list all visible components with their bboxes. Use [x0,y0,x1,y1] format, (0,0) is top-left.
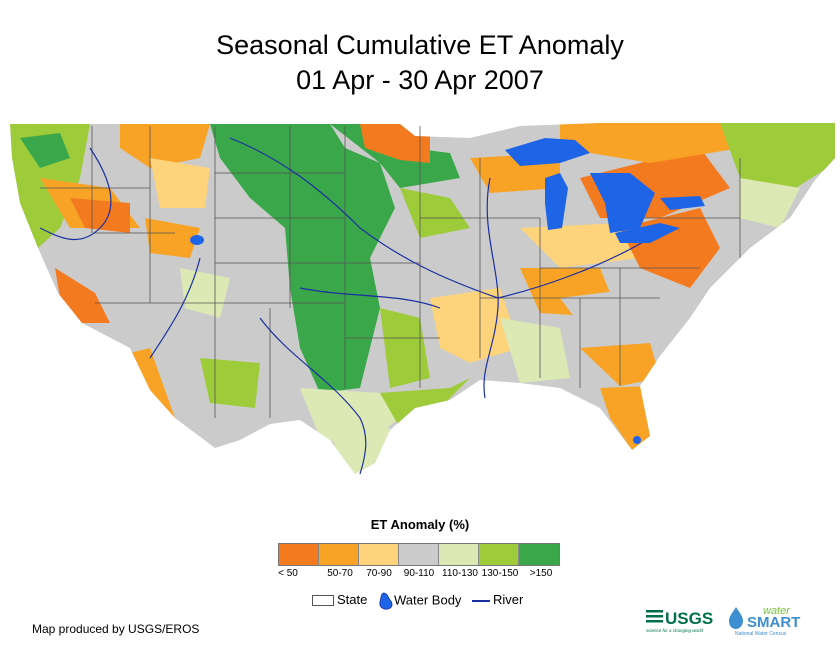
legend-swatch-lt50 [279,544,319,565]
map-date-range: 01 Apr - 30 Apr 2007 [296,65,544,95]
legend-title: ET Anomaly (%) [370,517,470,532]
legend-label: >150 [529,568,553,579]
state-boundaries [40,126,741,418]
legend-label: 130-150 [481,568,519,579]
legend-river: River [472,592,523,607]
great-salt-lake [190,235,204,245]
ws-sub-text: National Water Census [735,631,787,637]
legend-label: 70-90 [366,568,392,579]
rio-grande [259,317,367,475]
lake-superior [505,138,590,166]
ws-top-text: water [763,605,791,617]
legend-swatch-50-70 [319,544,359,565]
ohio-river [497,237,651,299]
legend-label: 90-110 [403,568,435,579]
legend-labels: < 50 50-70 70-90 90-110 110-130 130-150 … [278,568,566,582]
lake-michigan [545,173,568,230]
legend-swatch-90-110 [399,544,439,565]
legend-swatch-130-150 [479,544,519,565]
water-body-icon [379,592,393,610]
legend-swatch-110-130 [439,544,479,565]
legend-state-label: State [337,592,368,607]
legend-state: State [312,592,367,607]
ws-main-text: SMART [747,614,800,631]
columbia-snake-river [39,147,112,241]
legend-label: 110-130 [442,568,478,579]
usgs-logo: USGS science for a changing world [646,609,713,633]
arkansas-river [299,287,441,309]
legend-label: 50-70 [327,568,353,579]
legend-swatch-gt150 [519,544,559,565]
lake-erie [615,223,680,243]
legend-swatch-70-90 [359,544,399,565]
water-bodies [190,138,705,444]
missouri-river [229,137,499,299]
lake-okeechobee [633,436,641,444]
usgs-wave-icon [646,610,663,623]
state-symbol-icon [312,595,334,607]
mississippi-river [483,177,499,399]
map-title: Seasonal Cumulative ET Anomaly [216,30,624,60]
legend-river-label: River [493,592,524,607]
legend-label: < 50 [278,568,298,579]
usgs-wordmark: USGS [665,609,713,628]
legend-color-bar [278,543,560,566]
map-credit: Map produced by USGS/EROS [32,622,200,636]
legend-water-label: Water Body [394,592,462,608]
usgs-tagline: science for a changing world [646,628,704,633]
water-drop-icon [729,607,743,629]
colorado-river [149,257,201,359]
lake-huron [590,173,655,233]
rivers [39,137,651,475]
et-anomaly-map [10,123,835,475]
legend-water-body: Water Body [378,592,461,610]
lake-ontario [660,196,705,210]
watersmart-logo: water SMART National Water Census [729,605,800,637]
river-symbol-icon [472,599,490,602]
